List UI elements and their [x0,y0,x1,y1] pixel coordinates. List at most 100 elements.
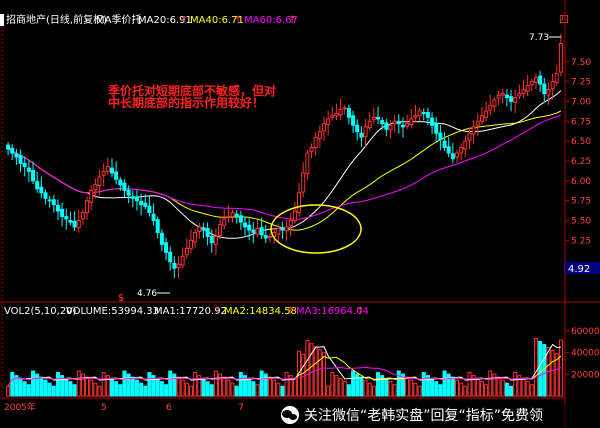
low-label: 4.76 [137,289,157,299]
candle-body [226,216,231,219]
candle-body [222,218,227,226]
candle-body [164,242,169,253]
volume-bar [338,378,343,397]
volume-bar [371,385,376,397]
candle-body [122,182,127,191]
candle-body [400,124,405,128]
candle-body [147,205,152,214]
price-tick-label: 5.25 [571,236,591,246]
volume-bar [105,375,110,397]
volume-bar [434,381,439,397]
watermark-text: 关注微信“老韩实盘”回复“指标”免费领 [304,407,543,424]
volume-bar [496,376,501,397]
candle-body [72,220,77,228]
candle-body [101,170,106,176]
volume-bar [143,385,148,397]
volume-bar [346,384,351,397]
candle-body [234,213,239,218]
volume-bar [342,381,347,397]
volume-bar [18,378,23,397]
volume-bar [467,372,472,397]
volume-ma1-line [7,343,561,387]
volume-bar [230,382,235,397]
volume-bar [197,375,202,397]
candle-body [363,126,368,137]
volume-bar [218,373,223,397]
candle-body [376,116,381,120]
wechat-bubble-2 [289,414,297,420]
candle-body [109,167,114,174]
price-tick-label: 7.25 [571,78,591,88]
candle-body [533,77,538,83]
volume-indicator-label: VOL2(5,10,20) [4,306,77,317]
candle-body [479,115,484,122]
watermark-keyword: “指标” [459,408,502,424]
candle-body [442,140,447,149]
price-tick-label: 5.50 [571,217,591,227]
candle-body [213,235,218,245]
price-tick-label: 6.75 [571,117,591,127]
header-marker [0,14,4,26]
candle-body [284,226,289,232]
candle-body [305,152,310,175]
candle-body [346,108,351,118]
volume-ma1-arrow: ↑ [213,306,221,317]
volume-bar [538,340,543,397]
candle-body [459,147,464,154]
volume-header: VOL2(5,10,20) VOLUME:53994.33 MA1:17720.… [4,306,369,317]
volume-tick-label: 40000 [571,349,600,359]
candle-body [371,116,376,121]
watermark-prefix: 关注微信 [304,408,360,424]
candle-body [384,122,389,130]
volume-bar [176,376,181,397]
volume-bar [280,385,285,397]
volume-ma2: MA2:14834.58 [224,306,297,317]
volume-bar [180,379,185,397]
candle-body [43,192,48,199]
volume-bar [39,376,44,397]
x-tick-2005: 2005年 [4,401,36,413]
ma40-arrow: ↑ [234,15,242,26]
volume-bar [529,384,534,397]
volume-bar [550,350,555,397]
volume-bar [213,370,218,397]
volume-bar [263,373,268,397]
candle-body [500,93,505,96]
volume-bar [276,382,281,397]
candle-body [93,184,98,191]
volume-bar [188,385,193,397]
candle-body [396,120,401,125]
candle-body [159,232,164,245]
volume-bar [201,378,206,397]
volume-bar [76,370,81,397]
candle-body [525,85,530,92]
volume-bar [55,372,60,397]
candle-body [521,89,526,95]
volume-bar [85,376,90,397]
volume-bar [259,370,264,397]
candle-body [463,140,468,150]
price-tick-label: 7.00 [571,97,591,107]
candle-body [413,115,418,118]
ma60-arrow: ↑ [288,15,296,26]
candle-body [143,202,148,207]
volume-bar [118,384,123,397]
volume-bar [396,370,401,397]
volume-bar [326,385,331,397]
volume-bar [409,379,414,397]
volume-bar [139,382,144,397]
candle-body [558,42,563,73]
volume-bar [164,384,169,397]
candle-body [280,227,285,231]
volume-bar [542,344,547,397]
candle-body [380,120,385,125]
watermark-backdrop [268,404,600,428]
watermark-suffix: 免费领 [501,408,543,424]
volume-ma1: MA1:17720.92 [154,306,227,317]
ma60-line [7,114,562,220]
candle-body [317,131,322,140]
last-price-box [565,262,600,274]
candle-body [475,120,480,126]
candle-body [26,167,31,172]
candle-body [342,107,347,110]
